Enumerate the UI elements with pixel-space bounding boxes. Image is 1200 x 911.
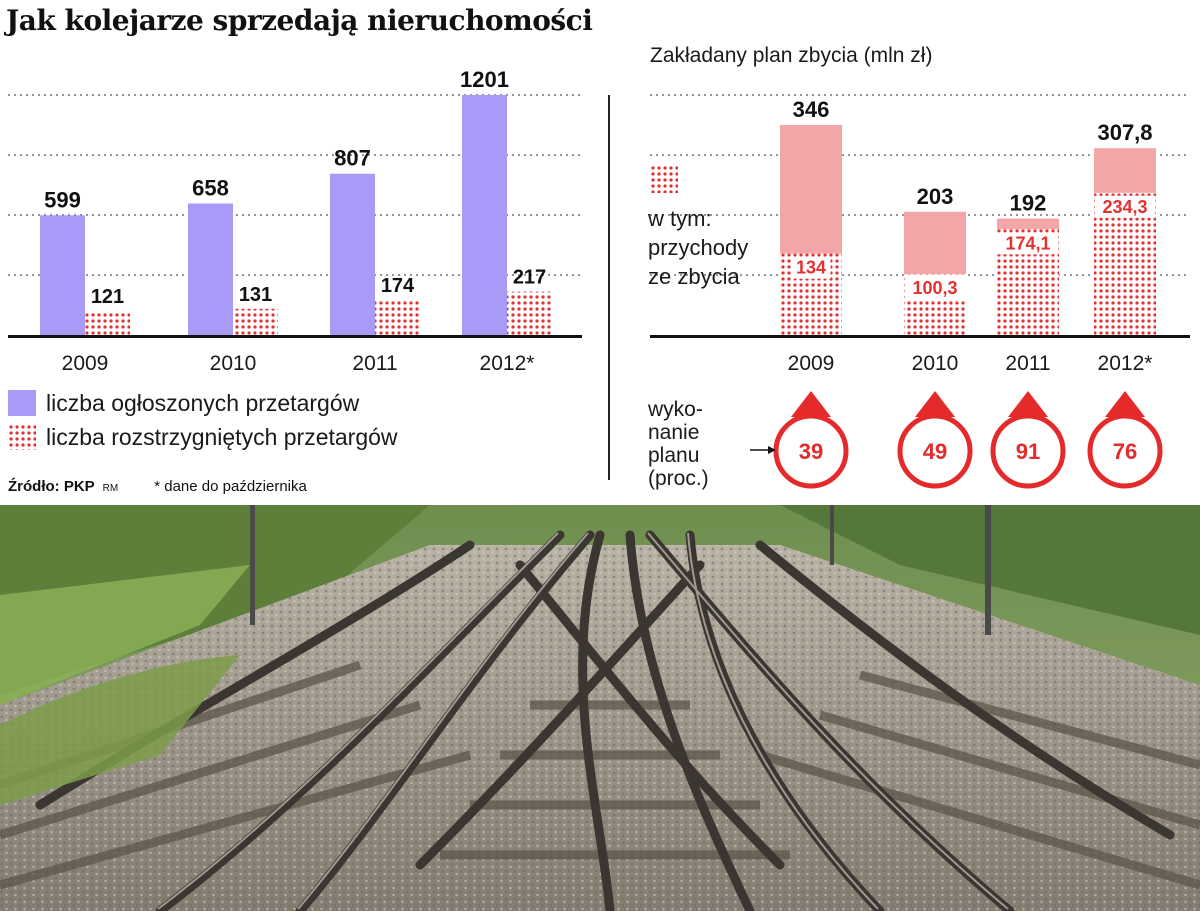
- execution-value: 91: [1016, 439, 1040, 464]
- legend-label-resolved: liczba rozstrzygniętych przetargów: [46, 423, 398, 450]
- data-label-revenue-bg: [1094, 195, 1156, 218]
- execution-drop-tip: [1105, 391, 1145, 417]
- execution-label-line: planu: [648, 444, 700, 467]
- data-label-revenue-bg: [904, 277, 966, 300]
- bar-resolved: [375, 300, 420, 335]
- x-axis-line: [8, 335, 582, 338]
- footnote: * dane do października: [154, 478, 307, 495]
- x-tick-label: 2010: [912, 352, 959, 375]
- sales-plan-bar-chart: 346 134 2009 39 203 100,3 2010 49 192 174,1 2011 91…: [650, 94, 1190, 489]
- data-label-announced: 599: [44, 187, 81, 212]
- legend-label-announced: liczba ogłoszonych przetargów: [46, 389, 360, 416]
- data-label-revenue: 174,1: [1005, 233, 1050, 253]
- data-label-announced: 1201: [460, 67, 509, 92]
- execution-label-line: wyko-: [648, 398, 703, 421]
- panel-divider: [608, 95, 610, 480]
- execution-value: 76: [1113, 439, 1137, 464]
- bar-resolved: [233, 308, 278, 335]
- bar-resolved: [507, 291, 552, 335]
- execution-drop-tip: [915, 391, 955, 417]
- legend-label-revenue-line: ze zbycia: [648, 264, 740, 289]
- data-label-resolved: 217: [513, 267, 546, 289]
- execution-label-line: nanie: [648, 421, 700, 444]
- data-label-revenue-bg: [791, 256, 831, 279]
- x-tick-label: 2012*: [1098, 352, 1153, 375]
- execution-value: 49: [923, 439, 947, 464]
- bar-announced: [330, 173, 375, 335]
- source-text: Źródło: PKP: [8, 478, 95, 495]
- execution-value: 39: [799, 439, 823, 464]
- legend-label-revenue: w tym: przychody ze zbycia: [648, 204, 748, 291]
- execution-circle: [990, 413, 1066, 489]
- legend-item-announced: liczba ogłoszonych przetargów: [8, 386, 398, 420]
- data-label-announced: 807: [334, 146, 371, 171]
- bar-announced: [188, 203, 233, 335]
- railway-tracks-photo: [0, 505, 1200, 911]
- x-tick-label: 2009: [788, 352, 835, 375]
- data-label-revenue: 100,3: [912, 278, 957, 298]
- execution-drop-tip: [791, 391, 831, 417]
- tenders-bar-chart: 599 121 2009 658 131 2010 807 174 2011 1201 217 201…: [8, 67, 582, 375]
- bar-announced: [462, 95, 507, 335]
- x-tick-label: 2010: [210, 352, 257, 375]
- execution-label: wyko- nanie planu (proc.): [648, 398, 709, 490]
- data-label-revenue-bg: [997, 232, 1059, 255]
- legend-swatch-revenue: [650, 165, 678, 193]
- data-label-plan: 192: [1010, 190, 1047, 215]
- arrow-right-icon: [768, 446, 776, 454]
- x-tick-label: 2011: [352, 352, 397, 375]
- bar-announced: [40, 215, 85, 335]
- x-tick-label: 2009: [62, 352, 109, 375]
- footer: Źródło: PKP RM * dane do października: [8, 478, 307, 495]
- execution-circle: [897, 413, 973, 489]
- data-label-plan: 346: [793, 97, 830, 122]
- data-label-resolved: 174: [381, 275, 415, 297]
- execution-label-line: (proc.): [648, 467, 709, 490]
- data-label-plan: 307,8: [1097, 120, 1152, 145]
- execution-drop-tip: [1008, 391, 1048, 417]
- page-title: Jak kolejarze sprzedają nieruchomości: [6, 4, 593, 37]
- infographic: Jak kolejarze sprzedają nieruchomości 59…: [6, 4, 1190, 495]
- data-label-resolved: 121: [91, 286, 124, 308]
- bar-resolved: [85, 310, 130, 335]
- data-label-plan: 203: [917, 184, 954, 209]
- x-axis-line: [650, 335, 1190, 338]
- execution-circle: [1087, 413, 1163, 489]
- author-initials: RM: [102, 483, 119, 494]
- data-label-revenue: 234,3: [1102, 197, 1147, 217]
- chart-subtitle: Zakładany plan zbycia (mln zł): [650, 44, 933, 67]
- data-label-resolved: 131: [239, 284, 272, 306]
- legend-label-revenue-line: przychody: [648, 235, 749, 260]
- x-tick-label: 2011: [1005, 352, 1050, 375]
- legend-swatch-resolved: [8, 424, 36, 450]
- legend-item-resolved: liczba rozstrzygniętych przetargów: [8, 420, 398, 454]
- legend-swatch-announced: [8, 390, 36, 416]
- legend-label-revenue-line: w tym:: [648, 206, 712, 231]
- execution-circle: [773, 413, 849, 489]
- data-label-revenue: 134: [796, 258, 826, 278]
- data-label-announced: 658: [192, 176, 229, 201]
- legend: liczba ogłoszonych przetargów liczba roz…: [8, 386, 398, 454]
- x-tick-label: 2012*: [480, 352, 535, 375]
